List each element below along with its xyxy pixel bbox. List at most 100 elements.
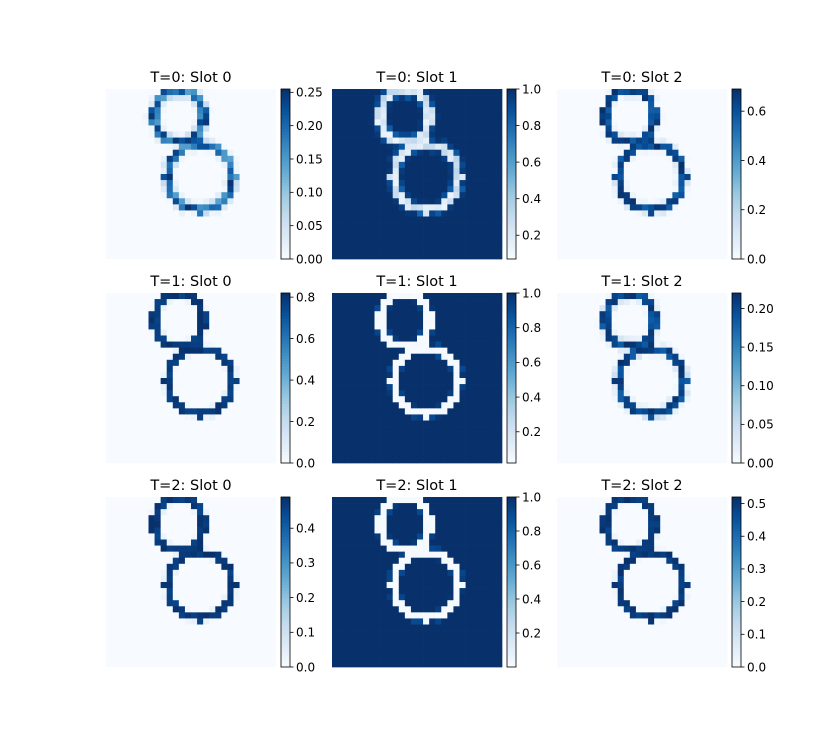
heatmap-cell bbox=[154, 305, 161, 312]
heatmap-cell bbox=[459, 180, 466, 187]
heatmap-cell bbox=[654, 396, 661, 403]
heatmap-cell bbox=[221, 107, 228, 114]
colorbar-band bbox=[281, 301, 290, 305]
heatmap-cell bbox=[172, 143, 180, 151]
heatmap-cell bbox=[344, 426, 351, 433]
heatmap-cell bbox=[708, 198, 716, 205]
heatmap-cell bbox=[356, 359, 363, 367]
heatmap-cell bbox=[459, 378, 466, 385]
heatmap-cell bbox=[154, 180, 161, 187]
heatmap-cell bbox=[575, 347, 582, 355]
heatmap-cell bbox=[611, 432, 619, 440]
colorbar-band bbox=[281, 460, 290, 464]
heatmap-cell bbox=[215, 252, 222, 260]
heatmap-cell bbox=[142, 113, 149, 120]
colorbar-band bbox=[507, 366, 516, 370]
heatmap-cell bbox=[471, 143, 479, 151]
heatmap-cell bbox=[429, 234, 436, 242]
heatmap-cell bbox=[593, 101, 600, 108]
heatmap-cell bbox=[221, 371, 228, 379]
heatmap-cell bbox=[429, 210, 436, 217]
heatmap-cell bbox=[233, 335, 240, 342]
heatmap-cell bbox=[148, 95, 155, 102]
heatmap-cell bbox=[374, 192, 381, 199]
heatmap-cell bbox=[708, 137, 716, 144]
heatmap-cell bbox=[423, 198, 430, 205]
heatmap-cell bbox=[410, 101, 418, 108]
colorbar-band bbox=[507, 111, 516, 115]
panel-title: T=1: Slot 0 bbox=[149, 274, 231, 290]
heatmap-cell bbox=[404, 438, 412, 446]
heatmap-cell bbox=[447, 234, 454, 242]
heatmap-cell bbox=[197, 335, 204, 342]
heatmap-cell bbox=[495, 222, 503, 229]
heatmap-cell bbox=[362, 335, 369, 342]
heatmap-cell bbox=[483, 426, 491, 433]
heatmap-cell bbox=[344, 359, 351, 367]
heatmap-cell bbox=[696, 198, 704, 205]
heatmap-cell bbox=[575, 210, 582, 217]
heatmap-cell bbox=[380, 131, 387, 138]
heatmap-cell bbox=[251, 174, 259, 181]
heatmap-cell bbox=[356, 222, 363, 229]
heatmap-cell bbox=[203, 252, 210, 260]
heatmap-cell bbox=[130, 299, 137, 306]
heatmap-cell bbox=[563, 347, 570, 355]
heatmap-cell bbox=[209, 198, 216, 205]
heatmap-cell bbox=[447, 107, 454, 114]
heatmap-cell bbox=[344, 161, 351, 169]
heatmap-cell bbox=[263, 222, 271, 229]
heatmap-cell bbox=[130, 371, 137, 379]
heatmap-cell bbox=[678, 101, 685, 108]
heatmap-cell bbox=[184, 125, 192, 132]
heatmap-cell bbox=[471, 101, 479, 108]
heatmap-cell bbox=[245, 329, 253, 336]
heatmap-cell bbox=[106, 180, 113, 187]
heatmap-cell bbox=[672, 246, 679, 254]
heatmap-cell bbox=[130, 438, 137, 446]
heatmap-cell bbox=[209, 347, 216, 355]
heatmap-cell bbox=[629, 323, 637, 330]
heatmap-cell bbox=[350, 384, 357, 391]
heatmap-cell bbox=[447, 180, 454, 187]
heatmap-cell bbox=[605, 341, 612, 348]
heatmap-cell bbox=[617, 240, 625, 248]
heatmap-cell bbox=[362, 222, 369, 229]
heatmap-cell bbox=[569, 371, 576, 379]
heatmap-cell bbox=[593, 347, 600, 355]
heatmap-cell bbox=[344, 444, 351, 452]
heatmap-cell bbox=[215, 371, 222, 379]
heatmap-cell bbox=[209, 414, 216, 421]
heatmap-cell bbox=[593, 420, 600, 427]
heatmap-cell bbox=[106, 186, 113, 193]
heatmap-cell bbox=[684, 390, 691, 397]
colorbar-band bbox=[507, 386, 516, 390]
heatmap-cell bbox=[423, 456, 430, 464]
heatmap-cell bbox=[660, 95, 667, 102]
heatmap-cell bbox=[617, 198, 625, 205]
heatmap-cell bbox=[489, 299, 497, 306]
heatmap-cell bbox=[374, 89, 381, 96]
heatmap-cell bbox=[269, 234, 277, 242]
heatmap-cell bbox=[178, 131, 186, 138]
heatmap-cell bbox=[666, 420, 673, 427]
heatmap-cell bbox=[130, 222, 137, 229]
heatmap-cell bbox=[678, 119, 685, 126]
heatmap-cell bbox=[124, 125, 131, 132]
heatmap-cell bbox=[635, 420, 643, 427]
heatmap-cell bbox=[227, 161, 234, 169]
heatmap-cell bbox=[356, 149, 363, 157]
heatmap-cell bbox=[269, 378, 277, 385]
heatmap-cell bbox=[696, 137, 704, 144]
heatmap-cell bbox=[106, 222, 113, 229]
heatmap-cell bbox=[587, 347, 594, 355]
heatmap-cell bbox=[239, 438, 246, 446]
heatmap-cell bbox=[447, 101, 454, 108]
heatmap-cell bbox=[654, 305, 661, 312]
heatmap-cell bbox=[441, 426, 448, 433]
heatmap-cell bbox=[690, 155, 697, 163]
heatmap-cell bbox=[714, 396, 722, 403]
heatmap-cell bbox=[263, 408, 271, 415]
heatmap-cell bbox=[611, 390, 619, 397]
heatmap-cell bbox=[118, 174, 125, 181]
